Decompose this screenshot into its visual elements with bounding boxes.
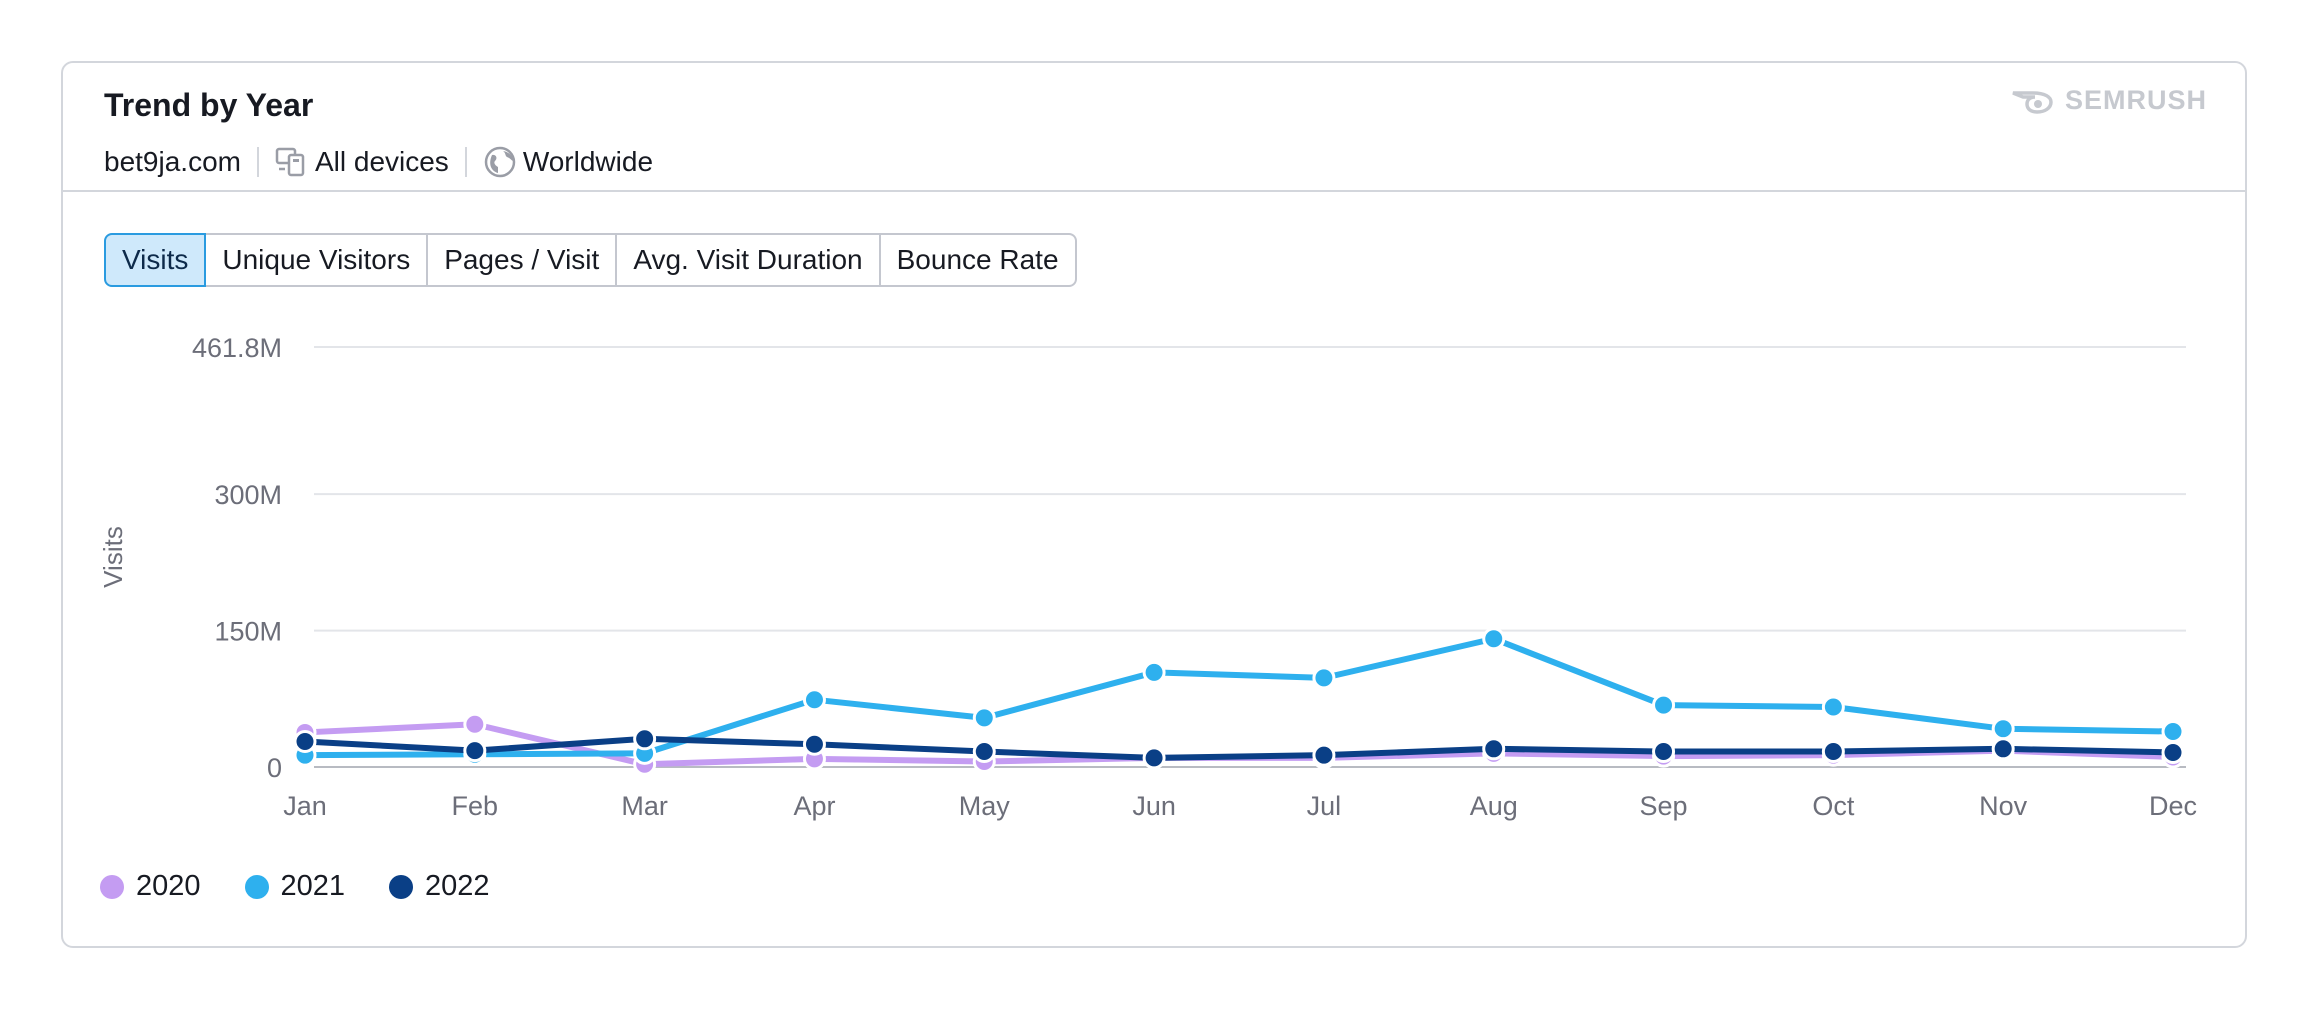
data-point[interactable] bbox=[1482, 627, 1506, 651]
data-point[interactable] bbox=[972, 706, 996, 730]
series-line bbox=[302, 635, 2176, 759]
y-tick-label: 150M bbox=[214, 617, 282, 647]
data-point[interactable] bbox=[1142, 660, 1166, 684]
globe-icon bbox=[483, 145, 517, 179]
divider bbox=[464, 147, 467, 177]
data-point[interactable] bbox=[1991, 717, 2015, 741]
series-2021 bbox=[293, 627, 2185, 767]
x-tick-label: Jul bbox=[1307, 791, 1342, 821]
legend-dot-icon bbox=[244, 874, 269, 899]
x-tick-label: Oct bbox=[1812, 791, 1855, 821]
card-header: Trend by Year bet9ja.com All devices bbox=[63, 63, 2245, 192]
legend-dot-icon bbox=[100, 874, 124, 899]
tab-avg-visit-duration[interactable]: Avg. Visit Duration bbox=[615, 233, 881, 287]
data-point[interactable] bbox=[1482, 737, 1506, 761]
x-tick-label: Jun bbox=[1132, 791, 1176, 821]
data-point[interactable] bbox=[1821, 740, 1845, 764]
data-point[interactable] bbox=[802, 732, 826, 756]
legend-dot-icon bbox=[389, 874, 414, 899]
data-point[interactable] bbox=[1821, 695, 1845, 719]
data-point[interactable] bbox=[2161, 740, 2185, 764]
semrush-flame-icon bbox=[2012, 90, 2053, 114]
trend-card: Trend by Year bet9ja.com All devices bbox=[61, 61, 2247, 948]
data-point[interactable] bbox=[802, 688, 826, 712]
x-tick-label: Apr bbox=[793, 791, 835, 821]
data-point[interactable] bbox=[633, 727, 657, 751]
series-2022 bbox=[293, 727, 2185, 770]
x-tick-label: Dec bbox=[2149, 791, 2197, 821]
tab-pages-visit[interactable]: Pages / Visit bbox=[426, 233, 618, 287]
card-title: Trend by Year bbox=[104, 87, 314, 123]
region-label: Worldwide bbox=[522, 146, 654, 177]
devices-label: All devices bbox=[314, 146, 449, 177]
y-tick-label: 461.8M bbox=[192, 333, 282, 363]
data-point[interactable] bbox=[1312, 743, 1336, 767]
data-point[interactable] bbox=[1991, 737, 2015, 761]
x-tick-label: Jan bbox=[283, 791, 327, 821]
x-tick-label: Feb bbox=[452, 791, 499, 821]
metric-tabs: Visits Unique Visitors Pages / Visit Avg. V… bbox=[104, 233, 1077, 287]
filter-line: bet9ja.com All devices Worldwide bbox=[104, 142, 653, 182]
data-point[interactable] bbox=[1312, 666, 1336, 690]
chart-legend: 2020 2021 2022 bbox=[100, 870, 490, 903]
data-point[interactable] bbox=[2161, 720, 2185, 744]
data-point[interactable] bbox=[1652, 693, 1676, 717]
y-tick-label: 0 bbox=[267, 753, 282, 783]
data-point[interactable] bbox=[293, 730, 317, 754]
y-tick-label: 300M bbox=[214, 480, 282, 510]
legend-label: 2021 bbox=[280, 870, 346, 902]
x-tick-label: May bbox=[959, 791, 1011, 821]
legend-item-2021[interactable]: 2021 bbox=[244, 870, 346, 903]
brand-text: SEMRUSH bbox=[2064, 85, 2207, 115]
series-line bbox=[302, 735, 2176, 761]
tab-unique-visitors[interactable]: Unique Visitors bbox=[204, 233, 429, 287]
y-axis-title: Visits bbox=[98, 526, 128, 588]
data-point[interactable] bbox=[463, 739, 487, 763]
data-point[interactable] bbox=[972, 740, 996, 764]
tab-visits[interactable]: Visits bbox=[104, 233, 207, 287]
divider bbox=[256, 147, 259, 177]
data-point[interactable] bbox=[463, 712, 487, 736]
line-chart: 0 150M 300M 461.8M Visits Jan Feb Mar Apr May Jun J… bbox=[98, 333, 2197, 821]
data-point[interactable] bbox=[1652, 740, 1676, 764]
legend-item-2020[interactable]: 2020 bbox=[100, 870, 201, 903]
semrush-logo: SEMRUSH bbox=[2011, 85, 2207, 116]
tab-bounce-rate[interactable]: Bounce Rate bbox=[878, 233, 1077, 287]
x-tick-label: Sep bbox=[1640, 791, 1688, 821]
legend-label: 2022 bbox=[425, 870, 490, 902]
x-tick-label: Mar bbox=[621, 791, 668, 821]
legend-item-2022[interactable]: 2022 bbox=[389, 870, 490, 903]
devices-icon bbox=[275, 146, 309, 178]
data-point[interactable] bbox=[1142, 746, 1166, 770]
legend-label: 2020 bbox=[136, 870, 201, 902]
domain-label: bet9ja.com bbox=[104, 146, 241, 177]
x-tick-label: Aug bbox=[1470, 791, 1518, 821]
x-tick-label: Nov bbox=[1979, 791, 2028, 821]
